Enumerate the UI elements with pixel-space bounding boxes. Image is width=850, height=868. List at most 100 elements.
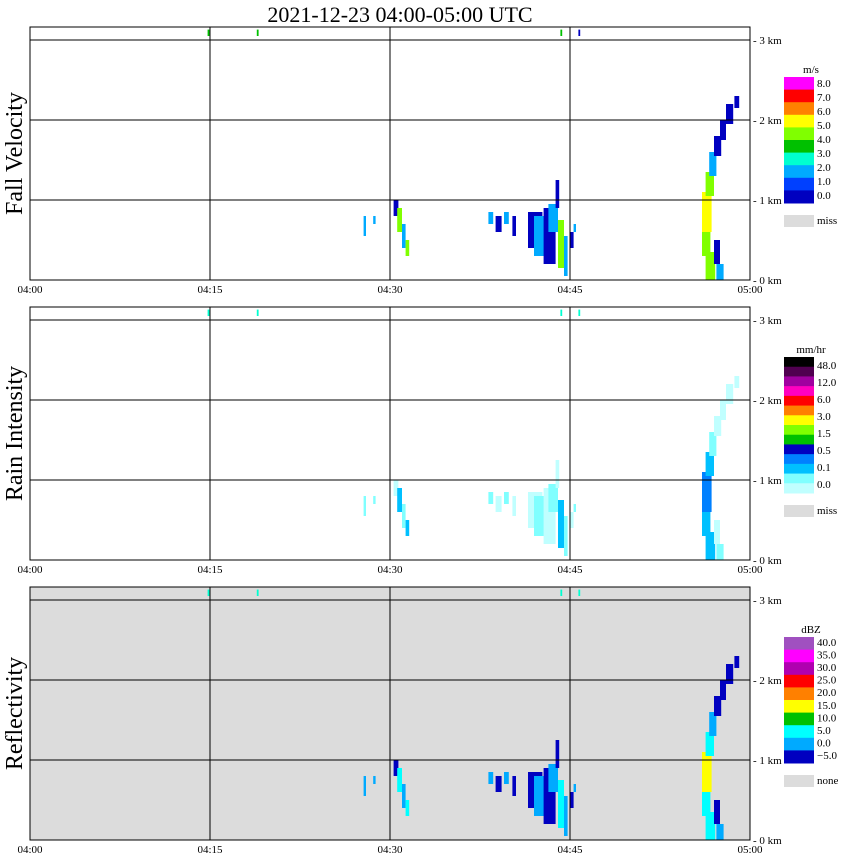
colorbar-swatch bbox=[784, 434, 814, 445]
colorbar-miss-swatch bbox=[784, 775, 814, 787]
colorbar-label: 0.0 bbox=[817, 738, 831, 750]
x-tick-label: 04:00 bbox=[17, 844, 43, 856]
colorbar-swatch bbox=[784, 386, 814, 397]
colorbar-label: 8.0 bbox=[817, 78, 831, 90]
colorbar-swatch bbox=[784, 674, 814, 688]
x-tick-label: 05:00 bbox=[737, 844, 763, 856]
colorbar-swatch bbox=[784, 114, 814, 128]
colorbar-label: 35.0 bbox=[817, 649, 837, 661]
colorbar-label: 3.0 bbox=[817, 411, 831, 423]
y-tick-label: - 3 km bbox=[753, 315, 782, 327]
colorbar-swatch bbox=[784, 152, 814, 166]
y-tick-label: - 0 km bbox=[753, 835, 782, 847]
colorbar-swatch bbox=[784, 687, 814, 701]
colorbar-swatch bbox=[784, 725, 814, 739]
colorbar-swatch bbox=[784, 376, 814, 387]
y-tick-label: - 1 km bbox=[753, 195, 782, 207]
x-tick-label: 04:00 bbox=[17, 564, 43, 576]
colorbar-label: 0.1 bbox=[817, 462, 831, 474]
y-tick-label: - 1 km bbox=[753, 475, 782, 487]
colorbar-label: 3.0 bbox=[817, 148, 831, 160]
y-axis-label: Fall Velocity bbox=[2, 92, 28, 215]
colorbar-label: 4.0 bbox=[817, 134, 831, 146]
y-tick-label: - 2 km bbox=[753, 675, 782, 687]
colorbar-label: 1.0 bbox=[817, 176, 831, 188]
colorbar-miss-label: miss bbox=[817, 505, 837, 517]
x-tick-label: 04:45 bbox=[557, 564, 583, 576]
colorbar-label: 15.0 bbox=[817, 700, 837, 712]
colorbar-label: 1.5 bbox=[817, 428, 831, 440]
colorbar-swatch bbox=[784, 649, 814, 663]
colorbar-swatch bbox=[784, 662, 814, 676]
y-tick-label: - 3 km bbox=[753, 35, 782, 47]
panel-3: 04:00 04:15 04:30 04:45 05:00- 0 km - 1 km - 2… bbox=[2, 586, 839, 856]
x-tick-label: 05:00 bbox=[737, 284, 763, 296]
y-axis-label: Rain Intensity bbox=[2, 366, 28, 501]
y-tick-label: - 3 km bbox=[753, 595, 782, 607]
colorbar-label: 25.0 bbox=[817, 675, 837, 687]
y-tick-label: - 2 km bbox=[753, 115, 782, 127]
colorbar-swatch bbox=[784, 366, 814, 377]
colorbar-swatch bbox=[784, 463, 814, 475]
colorbar-unit: m/s bbox=[803, 64, 819, 76]
colorbar-label: 0.0 bbox=[817, 479, 831, 491]
colorbar-swatch bbox=[784, 140, 814, 154]
colorbar-swatch bbox=[784, 750, 814, 764]
colorbar-swatch bbox=[784, 444, 814, 455]
colorbar-miss-swatch bbox=[784, 505, 814, 517]
colorbar-swatch bbox=[784, 190, 814, 204]
x-tick-label: 04:15 bbox=[197, 284, 223, 296]
colorbar-miss-swatch bbox=[784, 215, 814, 227]
panel-2: 04:00 04:15 04:30 04:45 05:00- 0 km - 1 km - 2… bbox=[2, 306, 837, 576]
colorbar-unit: mm/hr bbox=[796, 344, 826, 356]
colorbar-label: 12.0 bbox=[817, 377, 837, 389]
colorbar: m/s 8.0 7.0 6.0 5.0 4.0 3.0 2.0 1.0 0.0 miss bbox=[784, 64, 837, 227]
colorbar-label: 0.0 bbox=[817, 190, 831, 202]
y-axis-label: Reflectivity bbox=[2, 657, 28, 770]
colorbar-label: 5.0 bbox=[817, 725, 831, 737]
colorbar-label: 2.0 bbox=[817, 162, 831, 174]
x-tick-label: 04:30 bbox=[377, 564, 403, 576]
colorbar-label: −5.0 bbox=[817, 750, 837, 762]
colorbar-swatch bbox=[784, 712, 814, 726]
colorbar-label: 40.0 bbox=[817, 637, 837, 649]
x-tick-label: 04:30 bbox=[377, 284, 403, 296]
colorbar-miss-label: miss bbox=[817, 215, 837, 227]
colorbar-label: 6.0 bbox=[817, 394, 831, 406]
colorbar-swatch bbox=[784, 700, 814, 714]
colorbar-swatch bbox=[784, 395, 814, 407]
x-tick-label: 05:00 bbox=[737, 564, 763, 576]
x-tick-label: 04:15 bbox=[197, 844, 223, 856]
colorbar-swatch bbox=[784, 473, 814, 484]
colorbar-unit: dBZ bbox=[801, 624, 821, 636]
colorbar-swatch bbox=[784, 737, 814, 751]
y-tick-label: - 2 km bbox=[753, 395, 782, 407]
colorbar-label: 6.0 bbox=[817, 106, 831, 118]
colorbar-swatch bbox=[784, 89, 814, 103]
colorbar-swatch bbox=[784, 454, 814, 465]
x-tick-label: 04:15 bbox=[197, 564, 223, 576]
colorbar: dBZ40.035.030.025.020.015.010.05.00.0−5.… bbox=[784, 624, 839, 787]
colorbar-swatch bbox=[784, 102, 814, 116]
colorbar-label: 30.0 bbox=[817, 662, 837, 674]
colorbar-swatch bbox=[784, 165, 814, 179]
colorbar-swatch bbox=[784, 637, 814, 651]
colorbar-label: 20.0 bbox=[817, 687, 837, 699]
x-tick-label: 04:30 bbox=[377, 844, 403, 856]
x-tick-label: 04:00 bbox=[17, 284, 43, 296]
colorbar-swatch bbox=[784, 357, 814, 368]
y-tick-label: - 0 km bbox=[753, 275, 782, 287]
colorbar-swatch bbox=[784, 425, 814, 436]
colorbar-swatch bbox=[784, 405, 814, 416]
colorbar-label: 10.0 bbox=[817, 712, 837, 724]
colorbar-label: 5.0 bbox=[817, 120, 831, 132]
y-tick-label: - 1 km bbox=[753, 755, 782, 767]
figure-title: 2021-12-23 04:00-05:00 UTC bbox=[267, 2, 532, 27]
colorbar-swatch bbox=[784, 415, 814, 426]
x-tick-label: 04:45 bbox=[557, 284, 583, 296]
colorbar-swatch bbox=[784, 127, 814, 141]
x-tick-label: 04:45 bbox=[557, 844, 583, 856]
colorbar-label: 48.0 bbox=[817, 360, 837, 372]
colorbar-label: 0.5 bbox=[817, 445, 831, 457]
